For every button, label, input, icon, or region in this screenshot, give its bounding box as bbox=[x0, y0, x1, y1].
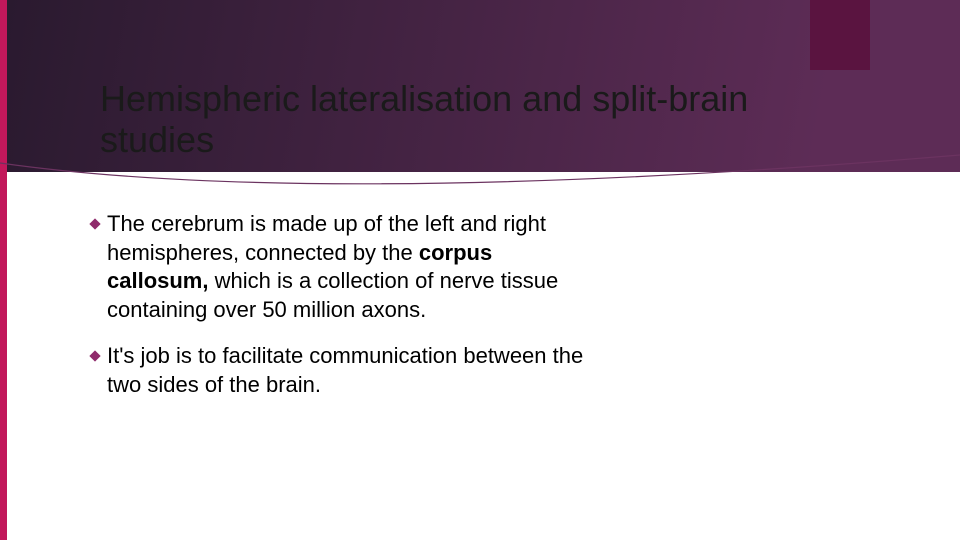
bullet-pre: It's job is to facilitate communication … bbox=[107, 343, 583, 397]
slide-body: The cerebrum is made up of the left and … bbox=[88, 210, 588, 418]
slide-title: Hemispheric lateralisation and split-bra… bbox=[100, 78, 800, 161]
slide: Hemispheric lateralisation and split-bra… bbox=[0, 0, 960, 540]
diamond-bullet-icon bbox=[88, 217, 101, 230]
diamond-bullet-icon bbox=[88, 349, 101, 362]
bullet-text: It's job is to facilitate communication … bbox=[107, 342, 588, 399]
corner-tab bbox=[810, 0, 870, 70]
bullet-item: It's job is to facilitate communication … bbox=[88, 342, 588, 399]
bullet-text: The cerebrum is made up of the left and … bbox=[107, 210, 588, 324]
accent-bar bbox=[0, 0, 7, 540]
bullet-item: The cerebrum is made up of the left and … bbox=[88, 210, 588, 324]
